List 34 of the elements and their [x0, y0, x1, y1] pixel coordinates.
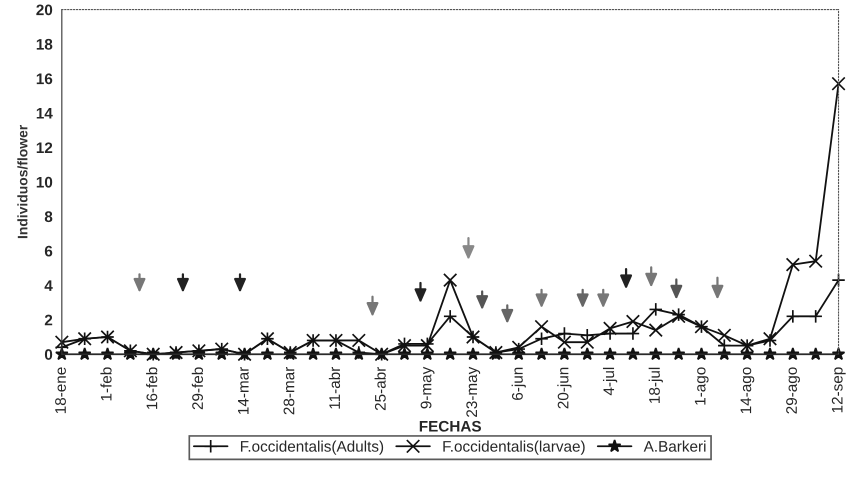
legend-label: A.Barkeri — [644, 440, 706, 452]
x-tick-label: 29-ago — [786, 367, 800, 414]
x-tick-label: 12-sep — [832, 367, 846, 412]
y-tick-label: 20 — [36, 4, 52, 16]
y-tick-label: 4 — [44, 280, 53, 291]
legend-label: F.occidentalis(larvae) — [443, 440, 585, 455]
y-tick-label: 6 — [44, 246, 52, 257]
y-tick-label: 0 — [44, 349, 52, 360]
x-tick-label: 4-jul — [602, 368, 618, 396]
x-tick-label: 14-mar — [238, 366, 249, 414]
y-tick-label: 8 — [44, 211, 52, 222]
legend-label: F.occidentalis(Adults) — [240, 440, 384, 455]
x-tick-label: 1-feb — [100, 367, 112, 400]
x-tick-label: 18-ene — [55, 367, 66, 414]
x-tick-label: 18-jul — [648, 368, 663, 403]
x-tick-label: 9-may — [420, 366, 434, 408]
x-tick-label: 6-jun — [512, 368, 526, 400]
x-tick-label: 23-may — [466, 366, 480, 417]
x-tick-label: 29-feb — [192, 367, 203, 410]
y-tick-label: 14 — [36, 108, 53, 119]
x-tick-label: 11-abr — [328, 366, 340, 409]
y-tick-label: 2 — [44, 314, 52, 326]
x-tick-label: 28-mar — [284, 366, 294, 414]
y-tick-label: 16 — [36, 73, 52, 84]
y-axis-title: Individuos/flower — [17, 125, 28, 238]
y-tick-label: 18 — [36, 38, 52, 50]
x-tick-label: 1-ago — [694, 367, 709, 405]
x-tick-label: 25-abr — [374, 366, 386, 410]
x-tick-label: 16-feb — [146, 367, 158, 409]
y-tick-label: 10 — [36, 176, 52, 188]
x-axis-title: FECHAS — [420, 420, 481, 432]
x-tick-label: 14-ago — [740, 367, 754, 414]
y-tick-label: 12 — [36, 142, 52, 153]
x-tick-label: 20-jun — [557, 368, 572, 408]
